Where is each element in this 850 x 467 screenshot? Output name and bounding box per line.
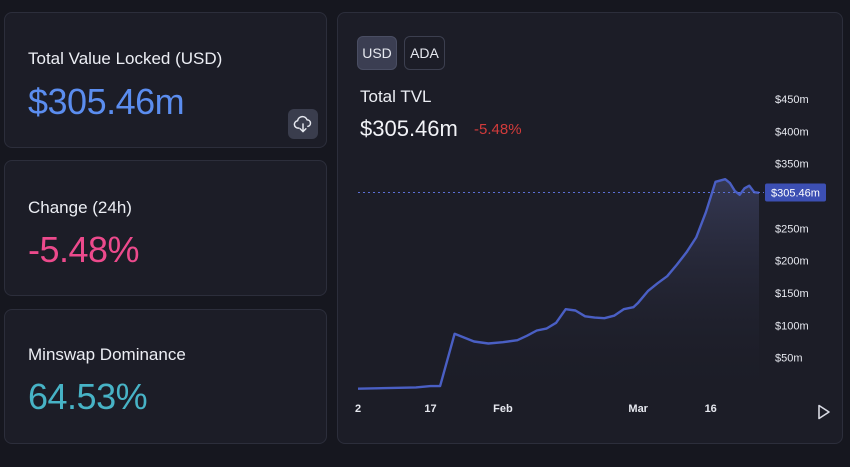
dominance-value: 64.53% [28, 376, 148, 417]
play-icon [818, 404, 830, 420]
tvl-value: $305.46m [28, 81, 185, 122]
cloud-download-icon [293, 115, 312, 133]
toggle-usd[interactable]: USD [357, 36, 397, 70]
tvl-card: Total Value Locked (USD) $305.46m [4, 12, 327, 148]
download-button[interactable] [288, 109, 318, 139]
play-button[interactable] [814, 402, 834, 422]
dominance-label: Minswap Dominance [28, 345, 186, 364]
tvl-chart-panel: USD ADA Total TVL $305.46m -5.48% [337, 12, 843, 444]
toggle-ada[interactable]: ADA [404, 36, 445, 70]
change-value: -5.48% [28, 229, 140, 270]
chart-change: -5.48% [474, 121, 522, 138]
chart-title: Total TVL [360, 87, 432, 106]
change-label: Change (24h) [28, 198, 132, 217]
chart-current-value: $305.46m [360, 116, 458, 141]
tvl-label: Total Value Locked (USD) [28, 49, 223, 68]
dominance-card: Minswap Dominance 64.53% [4, 309, 327, 444]
change-card: Change (24h) -5.48% [4, 160, 327, 296]
